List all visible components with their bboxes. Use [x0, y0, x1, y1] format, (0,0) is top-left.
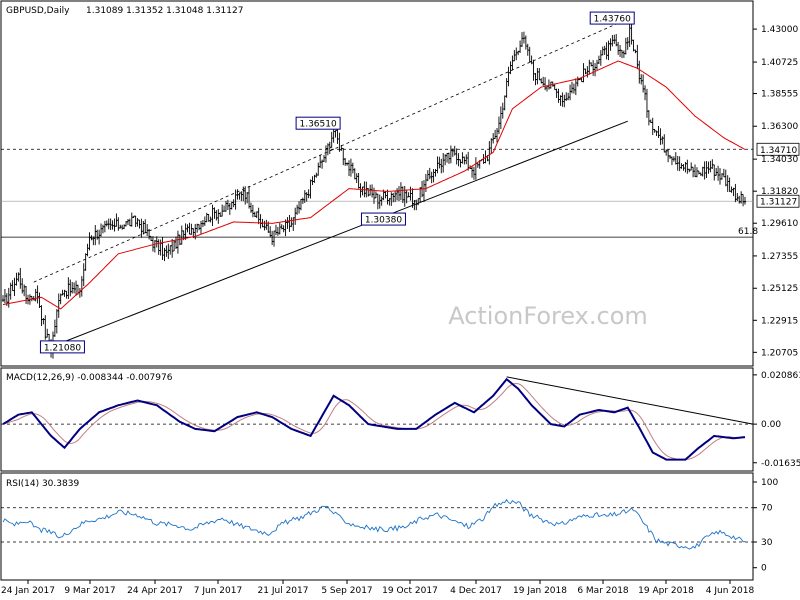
chart-symbol: GBPUSD,Daily	[6, 6, 70, 16]
price-panel	[0, 0, 754, 367]
macd-line	[2, 377, 746, 461]
time-axis-label: 5 Sep 2017	[321, 586, 372, 596]
price-layer: 1.21080 1.36510 1.30380 1.43760 61.8	[1, 11, 758, 359]
annotation-label: 1.36510	[299, 120, 336, 130]
price-axis-label: 1.20705	[761, 348, 798, 358]
price-bar	[743, 196, 747, 205]
price-axis-label: 1.31820	[761, 187, 798, 197]
price-annotation: 1.21080	[39, 340, 85, 354]
price-axis-label: 1.34030	[761, 155, 798, 165]
price-axis-label: 1.40725	[761, 58, 798, 68]
rsi-axis-label: 100	[761, 478, 778, 488]
time-axis-label: 19 Oct 2017	[382, 586, 438, 596]
macd-trendline	[506, 376, 754, 425]
current-price-box-label: 1.31127	[760, 198, 797, 208]
rsi-title: RSI(14) 30.3839	[6, 479, 79, 489]
macd-axis-label: 0.00	[761, 420, 781, 430]
price-annotation: 1.36510	[295, 116, 341, 130]
time-axis-label: 24 Apr 2017	[127, 586, 183, 596]
chart-ohlc: 1.31089 1.31352 1.31048 1.31127	[86, 6, 243, 16]
macd-title: MACD(12,26,9) -0.008344 -0.007976	[6, 373, 173, 383]
time-axis-label: 7 Jun 2017	[194, 586, 242, 596]
price-axis-label: 1.29610	[761, 219, 798, 229]
price-annotation: 1.43760	[589, 11, 635, 25]
watermark: ActionForex.com	[448, 302, 648, 330]
price-bars	[1, 21, 747, 359]
time-axis-label: 24 Jan 2017	[1, 586, 55, 596]
rsi-axis-label: 0	[761, 564, 767, 574]
macd-layer	[1, 376, 754, 461]
annotation-box	[589, 11, 635, 25]
price-axis-label: 1.27355	[761, 252, 798, 262]
current-price-box: 1.31127	[756, 194, 800, 208]
price-axis-label: 1.43000	[761, 25, 798, 35]
annotation-box	[39, 340, 85, 354]
macd-axis-label: 0.020861	[761, 371, 800, 381]
rsi-layer	[1, 498, 753, 550]
time-axis-label: 4 Dec 2017	[450, 586, 502, 596]
rsi-axis-label: 30	[761, 538, 773, 548]
moving-average-line	[2, 60, 746, 310]
rsi-axis-label: 70	[761, 504, 773, 514]
resistance-value-box-label: 1.34710	[760, 146, 797, 156]
fib-level-label: 61.8	[738, 227, 758, 237]
support-trendline	[50, 120, 628, 348]
annotation-box	[360, 212, 406, 226]
time-axis-label: 9 Mar 2017	[64, 586, 115, 596]
price-axis-label: 1.36300	[761, 122, 798, 132]
macd-signal-line	[2, 382, 745, 461]
annotation-label: 1.43760	[594, 15, 631, 25]
resistance-value-box-frame	[756, 142, 800, 156]
time-axis-label: 6 Mar 2018	[577, 586, 629, 596]
macd-panel	[0, 367, 754, 472]
annotation-label: 1.30380	[365, 216, 402, 226]
annotation-label: 1.21080	[44, 343, 81, 353]
time-axis-label: 19 Jan 2018	[513, 586, 567, 596]
rsi-line	[2, 498, 746, 550]
price-axis-label: 1.22915	[761, 316, 798, 326]
rsi-panel	[0, 472, 754, 581]
channel-trendline	[33, 17, 630, 283]
price-axis-label: 1.25125	[761, 284, 798, 294]
price-annotation: 1.30380	[360, 212, 406, 226]
time-axis-label: 19 Apr 2018	[638, 586, 694, 596]
annotation-box	[295, 116, 341, 130]
resistance-value-box: 1.34710	[756, 142, 800, 156]
axis-layer: 1.43000 1.40725 1.38555 1.36300 1.34030 1.318…	[1, 25, 800, 596]
price-axis-label: 1.38555	[761, 90, 798, 100]
time-axis-label: 4 Jun 2018	[706, 586, 755, 596]
current-price-box-frame	[756, 194, 800, 208]
macd-axis-label: -0.016357	[761, 459, 800, 469]
time-axis-label: 21 Jul 2017	[258, 586, 309, 596]
